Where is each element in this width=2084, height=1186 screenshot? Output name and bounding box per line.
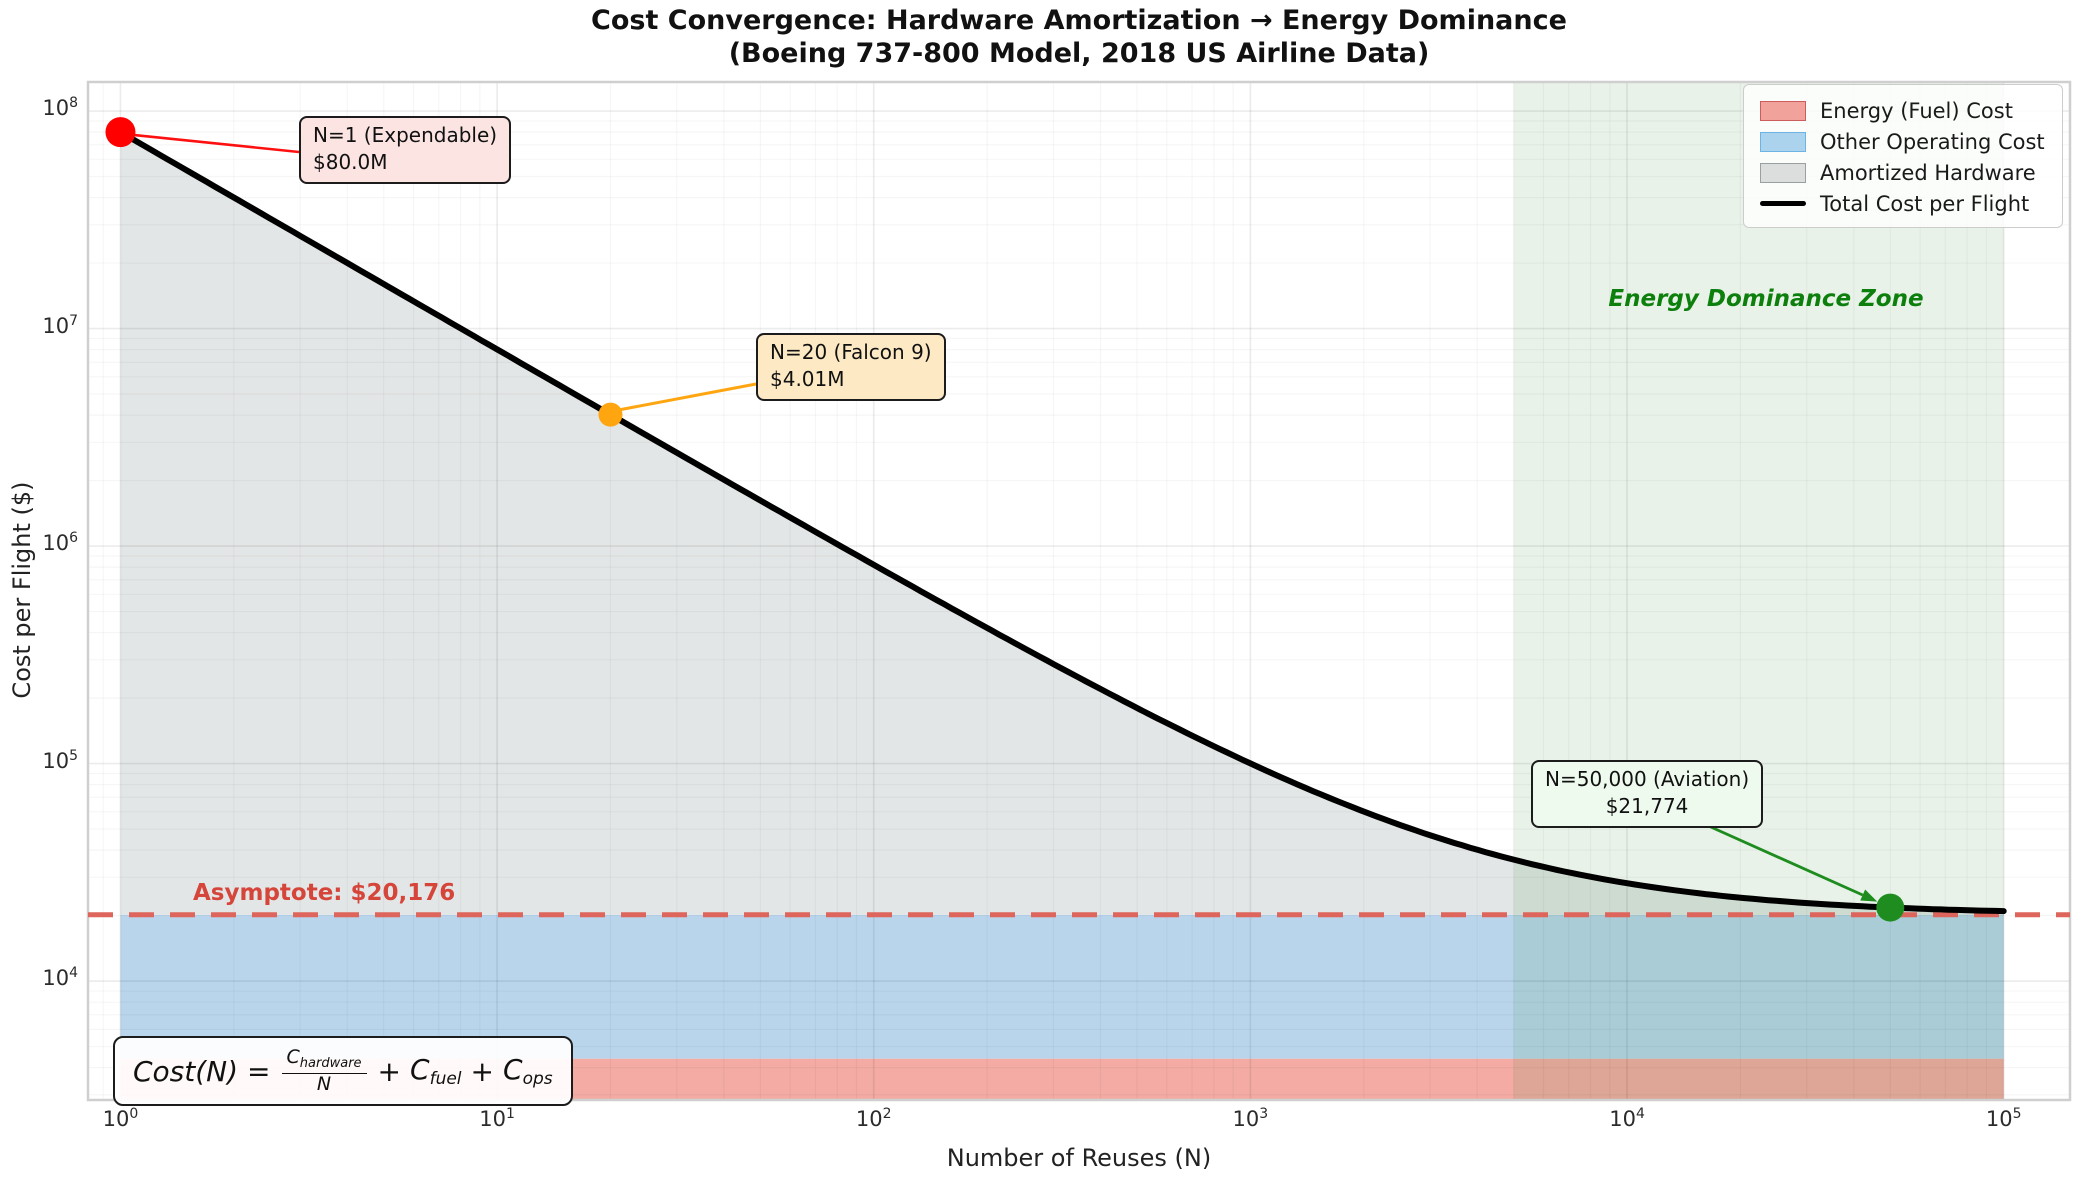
legend-item: Energy (Fuel) Cost bbox=[1760, 95, 2046, 126]
x-axis-label: Number of Reuses (N) bbox=[946, 1144, 1212, 1172]
x-tick-label: 100 bbox=[102, 1106, 139, 1131]
legend-swatch-patch bbox=[1760, 100, 1806, 121]
falcon9-point bbox=[598, 402, 623, 427]
chart-title: Cost Convergence: Hardware Amortization … bbox=[88, 5, 2070, 71]
formula-numerator: Chardware bbox=[281, 1046, 367, 1074]
formula-fraction: Chardware N bbox=[281, 1046, 367, 1096]
legend-swatch-patch bbox=[1760, 162, 1806, 183]
annotation-aviation: N=50,000 (Aviation) $21,774 bbox=[1531, 760, 1764, 828]
legend-item-label: Energy (Fuel) Cost bbox=[1820, 98, 2013, 123]
annotation-aviation-line1: N=50,000 (Aviation) bbox=[1545, 767, 1750, 791]
legend-swatch-line bbox=[1760, 200, 1806, 207]
chart-title-line2: (Boeing 737-800 Model, 2018 US Airline D… bbox=[728, 37, 1430, 69]
cost-formula: Cost(N) = Chardware N + Cfuel + Cops bbox=[113, 1036, 573, 1106]
aviation-point bbox=[1876, 893, 1905, 922]
gridlines bbox=[88, 82, 2070, 1100]
formula-plus2: + bbox=[470, 1054, 494, 1088]
energy-dominance-zone-band bbox=[1513, 82, 2004, 1100]
annotation-falcon9-line1: N=20 (Falcon 9) bbox=[770, 340, 932, 364]
x-tick-label: 101 bbox=[479, 1106, 515, 1131]
aviation-arrowhead bbox=[1860, 889, 1878, 902]
annotation-falcon9-line2: $4.01M bbox=[770, 367, 845, 391]
asymptote-label: Asymptote: $20,176 bbox=[193, 880, 456, 906]
expendable-connector bbox=[134, 133, 300, 154]
formula-denominator: N bbox=[316, 1072, 332, 1095]
formula-eq: = bbox=[247, 1054, 271, 1088]
falcon9-connector bbox=[620, 382, 757, 412]
x-tick-label: 103 bbox=[1232, 1106, 1269, 1131]
chart-title-line1: Cost Convergence: Hardware Amortization … bbox=[591, 5, 1567, 36]
x-tick-label: 105 bbox=[1985, 1106, 2022, 1131]
y-axis-label: Cost per Flight ($) bbox=[8, 481, 36, 699]
legend-item-label: Total Cost per Flight bbox=[1820, 191, 2030, 216]
amortized-hardware-region bbox=[120, 132, 2004, 915]
formula-lhs: Cost(N) bbox=[133, 1054, 239, 1088]
legend-item-label: Amortized Hardware bbox=[1820, 160, 2036, 185]
energy-dominance-zone-label: Energy Dominance Zone bbox=[1608, 286, 1924, 312]
legend-item: Total Cost per Flight bbox=[1760, 188, 2046, 219]
legend-item-label: Other Operating Cost bbox=[1820, 129, 2045, 154]
plot-border bbox=[86, 80, 2072, 1102]
y-tick-label: 107 bbox=[42, 312, 78, 338]
annotation-aviation-line2: $21,774 bbox=[1605, 794, 1689, 818]
formula-term-fuel: Cfuel bbox=[410, 1053, 462, 1089]
annotation-expendable-line1: N=1 (Expendable) bbox=[313, 123, 498, 147]
expendable-point bbox=[105, 117, 136, 148]
y-tick-label: 105 bbox=[42, 747, 78, 773]
legend-item: Other Operating Cost bbox=[1760, 126, 2046, 157]
other-ops-region bbox=[120, 914, 2004, 1059]
legend: Energy (Fuel) Cost Other Operating Cost Am… bbox=[1743, 84, 2063, 228]
annotation-expendable-line2: $80.0M bbox=[313, 150, 388, 174]
legend-swatch-patch bbox=[1760, 131, 1806, 152]
aviation-connector bbox=[1692, 817, 1864, 897]
y-tick-label: 104 bbox=[42, 965, 78, 991]
x-tick-label: 104 bbox=[1609, 1106, 1645, 1131]
formula-plus1: + bbox=[377, 1054, 402, 1088]
formula-term-ops: Cops bbox=[503, 1053, 553, 1089]
total-cost-line bbox=[117, 129, 2007, 915]
x-tick-label: 102 bbox=[855, 1106, 892, 1131]
legend-item: Amortized Hardware bbox=[1760, 157, 2046, 188]
annotation-expendable: N=1 (Expendable) $80.0M bbox=[299, 116, 512, 184]
y-tick-label: 108 bbox=[42, 95, 78, 121]
y-tick-label: 106 bbox=[42, 530, 78, 556]
annotation-falcon9: N=20 (Falcon 9) $4.01M bbox=[756, 333, 946, 401]
